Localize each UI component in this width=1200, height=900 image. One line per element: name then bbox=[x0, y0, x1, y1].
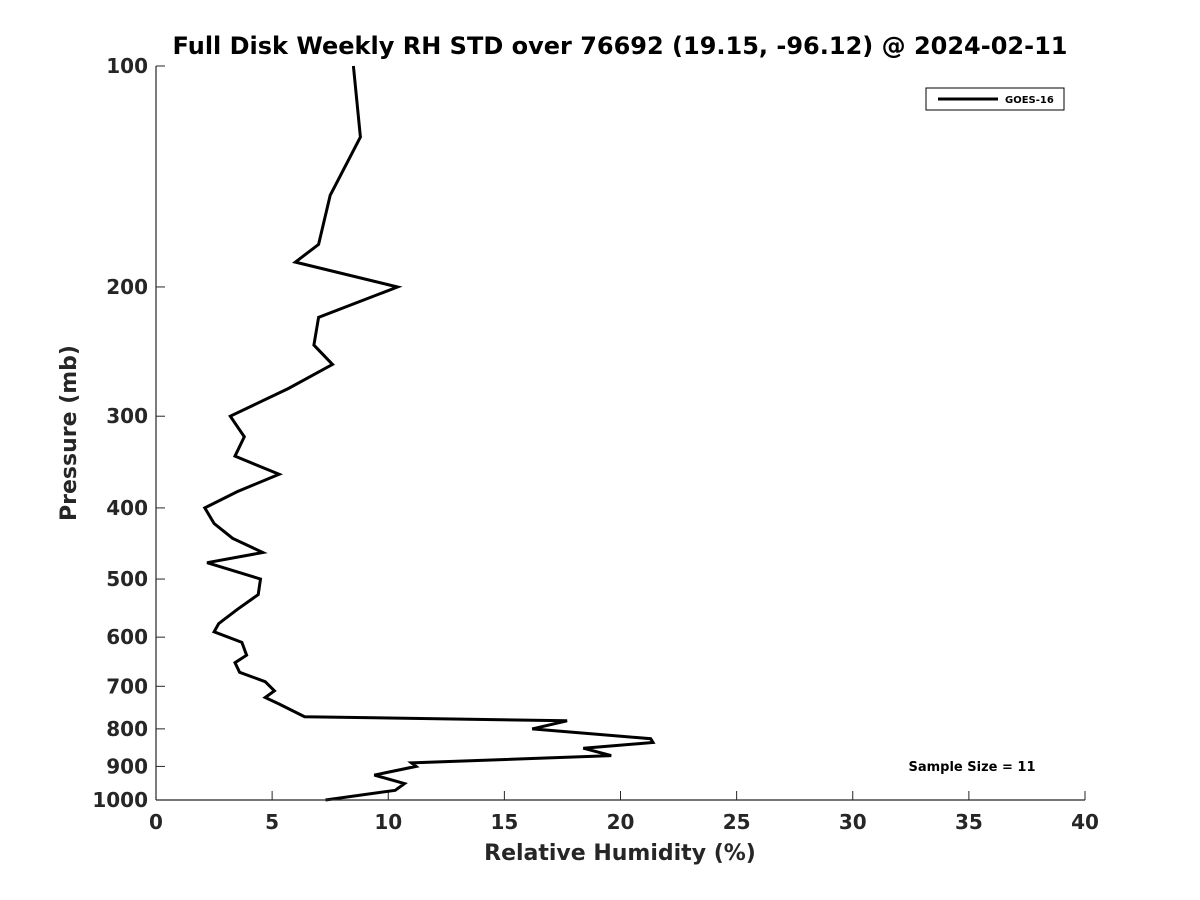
y-axis: 100 200 300 400 500 600 700 800 900 1000 bbox=[92, 54, 165, 812]
y-tick-label: 400 bbox=[106, 496, 148, 520]
y-tick-label: 100 bbox=[106, 54, 148, 78]
y-tick-label: 300 bbox=[106, 404, 148, 428]
y-tick-label: 700 bbox=[106, 674, 148, 698]
y-tick-label: 900 bbox=[106, 754, 148, 778]
legend-label-goes-16: GOES-16 bbox=[1005, 95, 1054, 106]
y-tick-label: 800 bbox=[106, 717, 148, 741]
x-tick-label: 10 bbox=[374, 810, 402, 834]
legend: GOES-16 bbox=[925, 87, 1065, 111]
sample-size-annotation: Sample Size = 11 bbox=[908, 760, 1035, 775]
x-axis: 0 5 10 15 20 25 30 35 40 bbox=[149, 791, 1099, 834]
x-tick-label: 20 bbox=[607, 810, 635, 834]
x-tick-label: 35 bbox=[955, 810, 983, 834]
x-axis-label: Relative Humidity (%) bbox=[484, 841, 756, 866]
y-tick-label: 600 bbox=[106, 625, 148, 649]
x-tick-label: 30 bbox=[839, 810, 867, 834]
y-axis-label: Pressure (mb) bbox=[57, 345, 82, 521]
y-tick-label: 200 bbox=[106, 275, 148, 299]
plot-area bbox=[156, 66, 1085, 800]
y-tick-label: 500 bbox=[106, 567, 148, 591]
x-tick-label: 25 bbox=[723, 810, 751, 834]
x-tick-label: 15 bbox=[490, 810, 518, 834]
y-tick-label: 1000 bbox=[92, 788, 148, 812]
x-tick-label: 5 bbox=[265, 810, 279, 834]
x-tick-label: 40 bbox=[1071, 810, 1099, 834]
series-line-goes-16 bbox=[202, 65, 656, 802]
x-tick-label: 0 bbox=[149, 810, 163, 834]
chart-title: Full Disk Weekly RH STD over 76692 (19.1… bbox=[173, 32, 1068, 60]
